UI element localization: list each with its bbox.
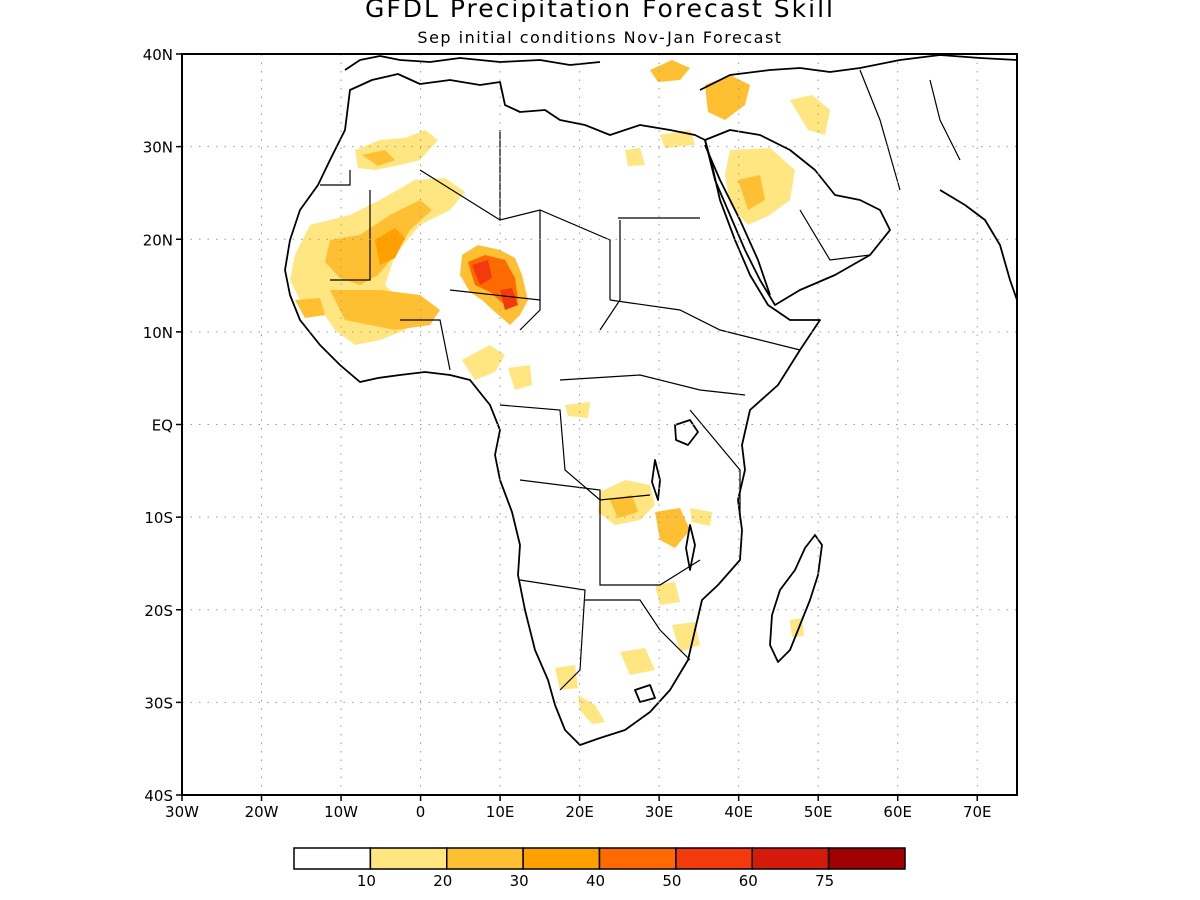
border-line: [519, 210, 541, 331]
colorbar-swatch: [522, 847, 601, 870]
border-line: [929, 79, 961, 161]
colorbar-swatch: [751, 847, 830, 870]
skill-patch: [295, 298, 325, 318]
skill-shading: [290, 60, 830, 724]
border-line: [759, 339, 801, 351]
gridlines: [182, 54, 1017, 795]
border-line: [559, 374, 746, 396]
lon-label: 10W: [324, 803, 358, 821]
map-subtitle: Sep initial conditions Nov-Jan Forecast: [417, 28, 783, 47]
lon-label: 20W: [245, 803, 279, 821]
border-line: [519, 579, 586, 691]
border-line: [400, 319, 451, 371]
lon-label: 70E: [963, 803, 992, 821]
axis-ticks: [176, 53, 978, 801]
madagascar-coastline: [769, 534, 823, 663]
skill-patch: [620, 648, 655, 675]
skill-patch: [790, 95, 830, 135]
skill-patch: [660, 130, 695, 148]
colorbar-label: 20: [433, 872, 452, 890]
lon-label: 10E: [486, 803, 515, 821]
lesotho-border: [634, 684, 656, 703]
skill-patch: [508, 365, 532, 390]
border-line: [449, 289, 541, 301]
lat-label: 40N: [143, 46, 173, 64]
asia-coastline: [699, 54, 1017, 91]
skill-patch: [705, 75, 750, 120]
skill-patch: [578, 695, 605, 724]
border-line: [609, 299, 761, 341]
lon-label: 30E: [645, 803, 674, 821]
colorbar-label: 40: [586, 872, 605, 890]
border-line: [799, 209, 871, 261]
europe-coastline: [344, 55, 601, 71]
colorbar-swatch: [293, 847, 372, 870]
lake-victoria: [674, 419, 699, 446]
skill-patch: [625, 148, 645, 166]
border-line: [599, 220, 621, 331]
skill-patch: [375, 228, 405, 265]
lake-tanganyika: [651, 459, 661, 501]
skill-patch: [738, 175, 765, 210]
colorbar-swatch: [675, 847, 753, 870]
border-line: [859, 69, 901, 191]
lon-label: 50E: [804, 803, 833, 821]
skill-patch: [655, 582, 680, 605]
skill-patch: [362, 150, 395, 166]
skill-patch: [610, 495, 638, 518]
colorbar-swatch: [598, 847, 677, 870]
skill-patch: [355, 130, 438, 170]
colorbar-swatch: [827, 847, 906, 870]
red-sea: [704, 144, 771, 296]
border-line: [585, 599, 691, 661]
border-line: [499, 404, 651, 501]
colorbar-label: 75: [815, 872, 834, 890]
colorbar: 10 20 30 40 50 60 75: [293, 847, 906, 890]
africa-coastline: [284, 73, 821, 746]
lat-label: 10N: [143, 324, 173, 342]
lon-label: 30W: [165, 803, 199, 821]
border-line: [519, 479, 701, 586]
colorbar-swatch: [446, 847, 524, 870]
map-title: GFDL Precipitation Forecast Skill: [364, 0, 835, 23]
skill-patch: [565, 402, 590, 418]
skill-patch: [500, 288, 518, 310]
skill-patch: [655, 508, 690, 548]
lon-label: 0: [416, 803, 426, 821]
skill-patch: [650, 60, 690, 82]
india-coastline: [939, 189, 1017, 301]
lat-label: 40S: [144, 787, 173, 805]
border-line: [419, 169, 501, 221]
border-line: [330, 190, 371, 281]
skill-patch: [462, 345, 505, 380]
lon-label: 40E: [724, 803, 753, 821]
border-line: [689, 409, 741, 520]
country-borders: [320, 69, 961, 691]
colorbar-label: 30: [510, 872, 529, 890]
colorbar-label: 50: [662, 872, 681, 890]
lat-label: 30S: [144, 694, 173, 712]
skill-patch: [472, 260, 492, 285]
colorbar-swatch: [369, 847, 448, 870]
lake-malawi: [685, 524, 696, 571]
lat-label: EQ: [152, 417, 173, 435]
colorbar-label: 10: [357, 872, 376, 890]
skill-patch: [555, 665, 578, 690]
colorbar-label: 60: [739, 872, 758, 890]
lat-label: 10S: [144, 509, 173, 527]
arabia-coastline: [704, 129, 891, 306]
lat-label: 30N: [143, 139, 173, 157]
lon-label: 20E: [565, 803, 594, 821]
lat-label: 20S: [144, 602, 173, 620]
lon-label: 60E: [883, 803, 912, 821]
border-line: [320, 170, 351, 186]
skill-patch: [672, 622, 700, 652]
lat-label: 20N: [143, 231, 173, 249]
coastlines: [284, 54, 1017, 746]
